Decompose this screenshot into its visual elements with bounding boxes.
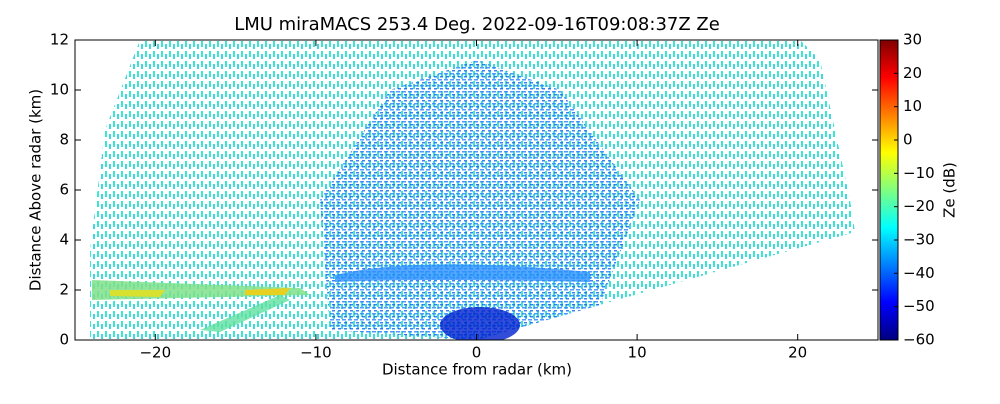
chart-title: LMU miraMACS 253.4 Deg. 2022-09-16T09:08… — [234, 14, 720, 35]
colorbar-tick-label: 30 — [903, 31, 922, 49]
colorbar — [879, 39, 899, 341]
colorbar-tick-label: 0 — [903, 131, 913, 149]
colorbar-tick-label: 20 — [903, 64, 922, 82]
x-tick-label: 10 — [628, 344, 647, 362]
x-tick-label: 20 — [788, 344, 807, 362]
colorbar-tick-label: −40 — [903, 264, 935, 282]
colorbar-tick-label: −20 — [903, 197, 935, 215]
y-tick-label: 6 — [59, 181, 69, 199]
y-tick-label: 2 — [59, 281, 69, 299]
x-tick-label: −20 — [139, 344, 171, 362]
x-axis-label: Distance from radar (km) — [382, 361, 572, 379]
colorbar-tick-label: −30 — [903, 231, 935, 249]
colorbar-tick-label: 10 — [903, 97, 922, 115]
colorbar-tick-label: −10 — [903, 164, 935, 182]
y-tick-label: 0 — [59, 331, 69, 349]
x-tick-label: 0 — [472, 344, 482, 362]
y-tick-label: 10 — [50, 81, 69, 99]
y-axis-label: Distance Above radar (km) — [27, 89, 45, 291]
colorbar-tick-label: −50 — [903, 297, 935, 315]
colorbar-label: Ze (dB) — [941, 162, 959, 218]
x-tick-label: −10 — [300, 344, 332, 362]
y-tick-label: 12 — [50, 31, 69, 49]
y-tick-label: 8 — [59, 131, 69, 149]
radar-field — [90, 40, 855, 340]
y-tick-label: 4 — [59, 231, 69, 249]
colorbar-tick-label: −60 — [903, 331, 935, 349]
